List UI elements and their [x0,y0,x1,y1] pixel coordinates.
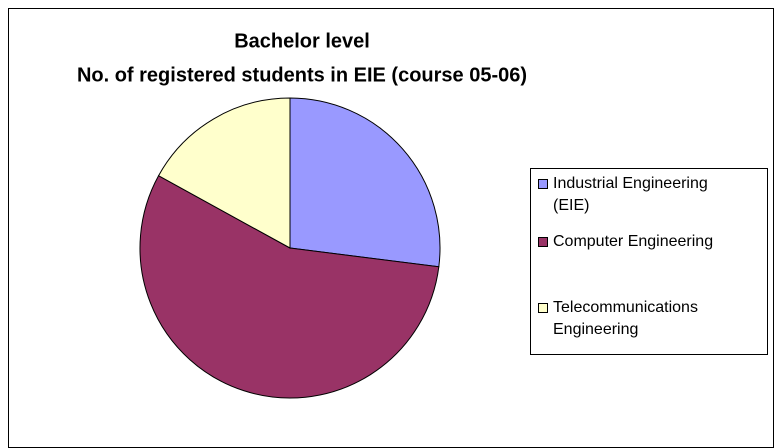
legend-label: Computer Engineering [553,233,714,250]
legend-entry: Telecommunications Engineering [538,297,763,341]
pie-slice [289,97,441,268]
legend-swatch [538,303,548,313]
legend-entry: Computer Engineering [538,231,763,253]
pie-slice [139,175,440,399]
chart: Bachelor level No. of registered student… [77,30,527,399]
chart-title: No. of registered students in EIE (cours… [77,64,527,86]
page: Bachelor level No. of registered student… [8,8,774,448]
legend: Industrial Engineering (EIE) Computer Eng… [530,168,768,355]
chart-title: Bachelor level [234,30,370,52]
legend-swatch [538,179,548,189]
legend-label: Telecommunications Engineering [553,299,698,338]
legend-label: Industrial Engineering (EIE) [553,175,708,214]
legend-entry: Industrial Engineering (EIE) [538,173,763,217]
pie-slice [157,97,291,249]
legend-swatch [538,237,548,247]
